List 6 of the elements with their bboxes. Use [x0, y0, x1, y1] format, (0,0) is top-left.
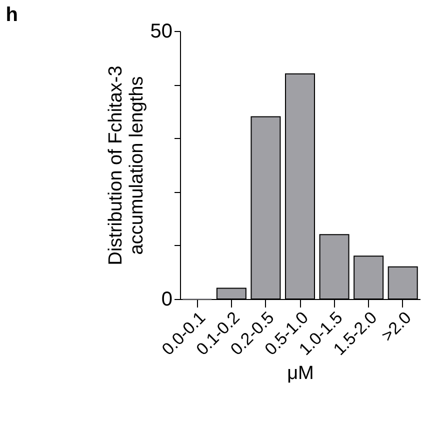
y-axis-title: Distribution of Fchitax-3 accumulation lengths: [105, 66, 148, 266]
y-tick-label: 0: [161, 288, 172, 310]
x-tick-label: >2.0: [378, 308, 415, 346]
y-tick-label: 50: [150, 20, 172, 42]
x-axis-title: μM: [287, 363, 314, 384]
text: h: [6, 4, 18, 26]
